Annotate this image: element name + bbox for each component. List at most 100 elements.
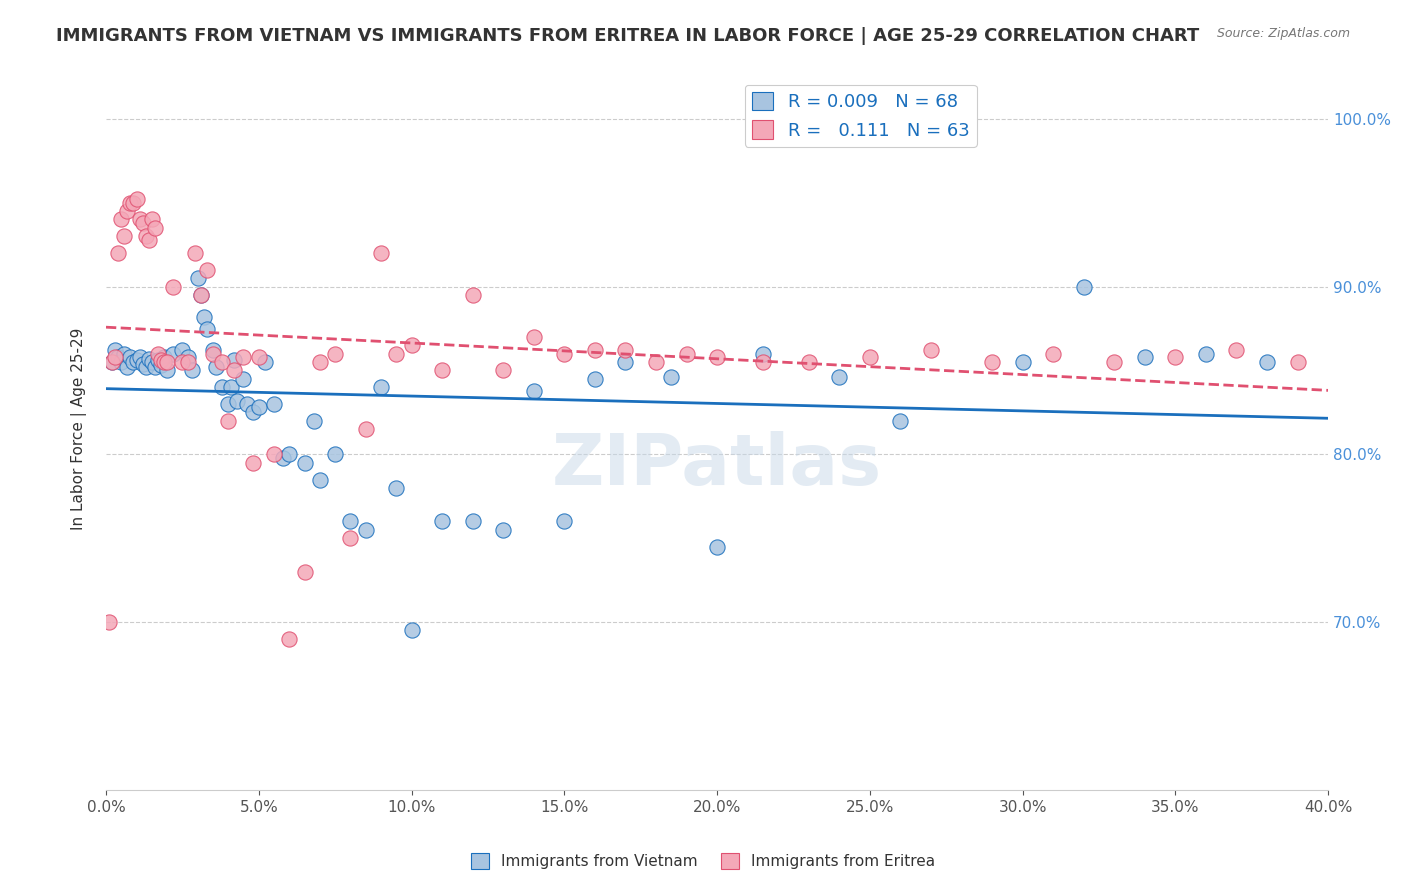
Point (211, 380, 233, 394)
Point (146, 347, 169, 361)
Point (112, 347, 135, 361)
Point (162, 279, 184, 293)
Point (859, 350, 882, 364)
Point (323, 347, 346, 361)
Point (128, 350, 150, 364)
Point (232, 350, 254, 364)
Point (101, 355, 124, 369)
Point (675, 347, 697, 361)
Point (430, 515, 453, 529)
Point (107, 350, 129, 364)
Y-axis label: In Labor Force | Age 25-29: In Labor Force | Age 25-29 (72, 328, 87, 531)
Point (492, 523, 515, 537)
Point (1225, 343, 1247, 358)
Point (370, 380, 392, 394)
Point (278, 447, 301, 461)
Point (195, 321, 218, 335)
Point (1011, 355, 1033, 369)
Point (107, 246, 129, 260)
Point (156, 355, 179, 369)
Point (146, 353, 169, 368)
Point (242, 456, 264, 470)
Point (143, 220, 166, 235)
Point (201, 347, 224, 361)
Point (752, 347, 775, 361)
Point (122, 195, 145, 210)
Point (172, 343, 194, 358)
Point (205, 360, 228, 375)
Point (156, 363, 179, 377)
Point (138, 233, 160, 247)
Point (523, 384, 546, 398)
Point (153, 350, 176, 364)
Point (583, 343, 606, 358)
Point (247, 350, 270, 364)
Point (183, 246, 205, 260)
Point (339, 515, 361, 529)
Point (117, 204, 139, 219)
Point (461, 288, 484, 302)
Point (323, 447, 346, 461)
Point (217, 414, 239, 428)
Point (278, 632, 301, 646)
Point (193, 310, 215, 324)
Point (461, 515, 484, 529)
Point (263, 397, 285, 411)
Point (117, 360, 139, 375)
Point (1256, 355, 1278, 369)
Point (104, 343, 127, 358)
Point (614, 355, 637, 369)
Point (309, 355, 332, 369)
Point (242, 405, 264, 419)
Point (135, 360, 157, 375)
Point (172, 355, 194, 369)
Point (131, 216, 153, 230)
Point (128, 212, 150, 227)
Point (401, 338, 423, 352)
Point (263, 447, 285, 461)
Point (271, 450, 294, 465)
Point (187, 271, 209, 285)
Legend: Immigrants from Vietnam, Immigrants from Eritrea: Immigrants from Vietnam, Immigrants from… (464, 847, 942, 875)
Point (752, 355, 775, 369)
Point (101, 355, 124, 369)
Point (1195, 347, 1218, 361)
Point (224, 363, 246, 377)
Point (1286, 355, 1309, 369)
Point (211, 355, 233, 369)
Point (143, 360, 166, 375)
Point (226, 393, 249, 408)
Point (253, 355, 276, 369)
Point (217, 397, 239, 411)
Point (614, 343, 637, 358)
Point (104, 350, 127, 364)
Point (370, 246, 392, 260)
Point (523, 330, 546, 344)
Point (659, 370, 682, 384)
Point (141, 355, 163, 369)
Point (492, 363, 515, 377)
Point (122, 355, 145, 369)
Point (828, 370, 851, 384)
Point (153, 355, 176, 369)
Point (430, 363, 453, 377)
Text: Source: ZipAtlas.com: Source: ZipAtlas.com (1216, 27, 1350, 40)
Point (195, 262, 218, 277)
Point (247, 401, 270, 415)
Point (138, 351, 160, 366)
Point (339, 531, 361, 545)
Point (583, 372, 606, 386)
Point (190, 288, 212, 302)
Point (120, 195, 142, 210)
Point (706, 540, 728, 554)
Point (1042, 347, 1064, 361)
Point (889, 414, 911, 428)
Point (219, 380, 242, 394)
Point (125, 193, 148, 207)
Point (553, 347, 575, 361)
Point (294, 565, 316, 579)
Point (920, 343, 942, 358)
Point (1104, 355, 1126, 369)
Point (98, 615, 121, 629)
Point (797, 355, 820, 369)
